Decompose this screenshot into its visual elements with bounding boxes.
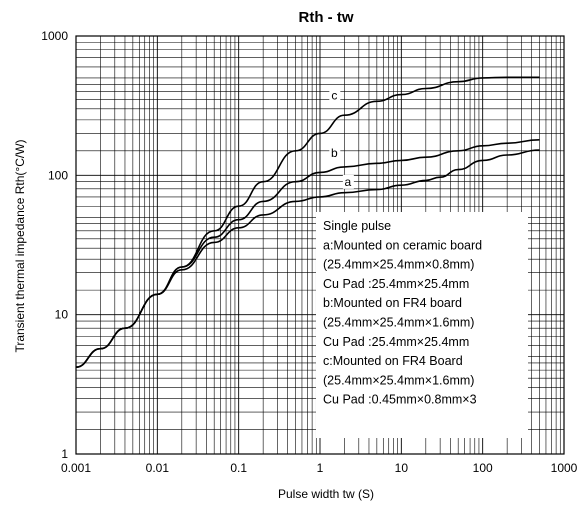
legend-line: Cu Pad :25.4mm×25.4mm (323, 277, 469, 291)
legend-line: Cu Pad :25.4mm×25.4mm (323, 335, 469, 349)
curve-label-c: c (331, 89, 337, 103)
y-axis-label: Transient thermal impedance Rth(°C/W) (13, 139, 27, 352)
y-tick-labels: 1 10 100 1000 (41, 29, 68, 461)
chart-title: Rth - tw (299, 9, 354, 26)
x-tick-label: 0.01 (146, 461, 170, 475)
curve-label-bg (342, 174, 354, 189)
x-tick-label: 1000 (551, 461, 578, 475)
y-tick-label: 100 (48, 168, 68, 182)
x-tick-label: 0.1 (230, 461, 247, 475)
y-tick-label: 1000 (41, 29, 68, 43)
x-tick-label: 1 (317, 461, 324, 475)
legend-line: Cu Pad :0.45mm×0.8mm×3 (323, 393, 477, 407)
legend-line: (25.4mm×25.4mm×1.6mm) (323, 373, 474, 387)
y-tick-label: 10 (55, 308, 69, 322)
x-axis-label: Pulse width tw (S) (278, 487, 374, 501)
curve-labels: a b c (329, 88, 354, 189)
x-tick-label: 100 (473, 461, 493, 475)
legend-line: (25.4mm×25.4mm×1.6mm) (323, 316, 474, 330)
legend-box: Single pulse a:Mounted on ceramic board (2… (316, 212, 528, 438)
legend-background (316, 212, 528, 438)
curve-label-b: b (331, 146, 338, 160)
x-tick-label: 10 (395, 461, 409, 475)
legend-line: c:Mounted on FR4 Board (323, 354, 463, 368)
curve-label-bg (329, 88, 341, 103)
series-group (75, 76, 540, 368)
series-line-c (75, 76, 540, 368)
legend-line: (25.4mm×25.4mm×0.8mm) (323, 258, 474, 272)
y-tick-label: 1 (61, 447, 68, 461)
x-tick-label: 0.001 (61, 461, 91, 475)
x-tick-labels: 0.001 0.01 0.1 1 10 100 1000 (61, 461, 578, 475)
legend-line: b:Mounted on FR4 board (323, 296, 462, 310)
curve-label-a: a (345, 175, 352, 189)
legend-line: a:Mounted on ceramic board (323, 238, 482, 252)
curve-label-bg (329, 146, 341, 161)
plot-frame (75, 35, 565, 455)
legend-line: Single pulse (323, 219, 391, 233)
